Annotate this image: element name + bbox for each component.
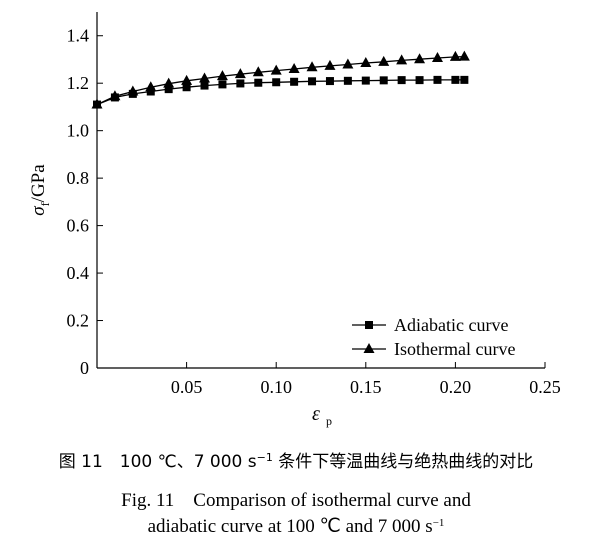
x-tick-label: 0.15 xyxy=(350,377,382,397)
legend-item: Adiabatic curve xyxy=(352,315,508,335)
x-tick-label: 0.20 xyxy=(440,377,472,397)
caption-english-sup: −1 xyxy=(432,517,445,529)
data-point xyxy=(218,80,227,89)
data-point xyxy=(324,59,336,70)
caption-chinese-text: 图 11 100 ℃、7 000 s xyxy=(58,452,257,472)
axes: 0.05 0.10 0.15 0.20 0.25 0 0.2 0.4 0.6 0.8 1.0 1.2 1… xyxy=(28,12,561,428)
caption-english-line2: adiabatic curve at 100 ℃ and 7 000 s−1 xyxy=(0,515,592,538)
x-tick-label: 0.05 xyxy=(171,377,203,397)
data-point xyxy=(109,90,121,101)
data-point xyxy=(236,79,245,88)
caption-chinese-sup: −1 xyxy=(256,451,273,464)
legend-label: Adiabatic curve xyxy=(394,315,508,335)
data-point xyxy=(181,74,193,85)
data-point xyxy=(199,72,211,83)
y-tick-label: 0.2 xyxy=(67,311,90,331)
data-point xyxy=(146,87,155,96)
data-point xyxy=(361,76,370,85)
data-point xyxy=(254,78,263,87)
data-point xyxy=(272,78,281,87)
data-point xyxy=(414,53,426,64)
caption-english-line2-text: adiabatic curve at 100 ℃ and 7 000 s xyxy=(147,516,433,537)
x-tick-label: 0.10 xyxy=(260,377,292,397)
series-line xyxy=(96,79,465,106)
series-layer xyxy=(91,50,470,109)
data-point xyxy=(378,55,390,66)
data-point xyxy=(182,83,191,92)
data-point xyxy=(343,76,352,85)
series-adiabatic xyxy=(93,75,469,109)
y-tick-label: 0.8 xyxy=(67,168,90,188)
data-point xyxy=(415,76,424,85)
data-point xyxy=(91,98,103,109)
series-isothermal xyxy=(91,50,470,109)
y-tick-label: 0.4 xyxy=(67,263,90,283)
data-point xyxy=(342,58,354,69)
data-point xyxy=(145,81,157,92)
data-point xyxy=(306,61,318,72)
legend-marker xyxy=(363,343,375,353)
y-axis-label: σf/GPa xyxy=(28,164,52,216)
y-tick-label: 1.2 xyxy=(67,73,90,93)
caption-chinese-tail: 条件下等温曲线与绝热曲线的对比 xyxy=(272,452,534,472)
x-axis-label-sub: p xyxy=(326,414,332,428)
data-point xyxy=(200,81,209,90)
legend: Adiabatic curve Isothermal curve xyxy=(352,315,515,359)
y-tick-label: 1.4 xyxy=(67,26,90,46)
data-point xyxy=(458,50,470,61)
data-point xyxy=(216,70,228,81)
data-point xyxy=(433,75,442,84)
data-point xyxy=(396,54,408,65)
data-point xyxy=(451,75,460,84)
data-point xyxy=(449,50,461,61)
data-point xyxy=(308,77,317,86)
y-tick-label: 1.0 xyxy=(67,121,90,141)
legend-item: Isothermal curve xyxy=(352,339,515,359)
data-point xyxy=(431,52,443,63)
data-point xyxy=(164,85,173,94)
caption-english-line1: Fig. 11 Comparison of isothermal curve a… xyxy=(0,485,592,512)
data-point xyxy=(252,66,264,77)
data-point xyxy=(325,77,334,86)
x-tick-label: 0.25 xyxy=(529,377,561,397)
data-point xyxy=(397,76,406,85)
data-point xyxy=(288,62,300,73)
caption-chinese: 图 11 100 ℃、7 000 s−1 条件下等温曲线与绝热曲线的对比 xyxy=(0,447,592,472)
data-point xyxy=(234,68,246,79)
legend-label: Isothermal curve xyxy=(394,339,515,359)
series-line xyxy=(96,55,465,106)
legend-marker xyxy=(365,321,373,329)
data-point xyxy=(460,75,469,84)
data-point xyxy=(290,77,299,86)
data-point xyxy=(379,76,388,85)
chart-area: 0.05 0.10 0.15 0.20 0.25 0 0.2 0.4 0.6 0.8 1.0 1.2 1… xyxy=(28,12,561,428)
data-point xyxy=(163,77,175,88)
data-point xyxy=(127,85,139,96)
data-point xyxy=(360,57,372,68)
y-tick-label: 0 xyxy=(80,358,89,378)
data-point xyxy=(270,64,282,75)
y-tick-label: 0.6 xyxy=(67,216,90,236)
caption-english-line1-text: Fig. 11 Comparison of isothermal curve a… xyxy=(121,490,471,511)
x-axis-label: ε xyxy=(312,403,320,425)
